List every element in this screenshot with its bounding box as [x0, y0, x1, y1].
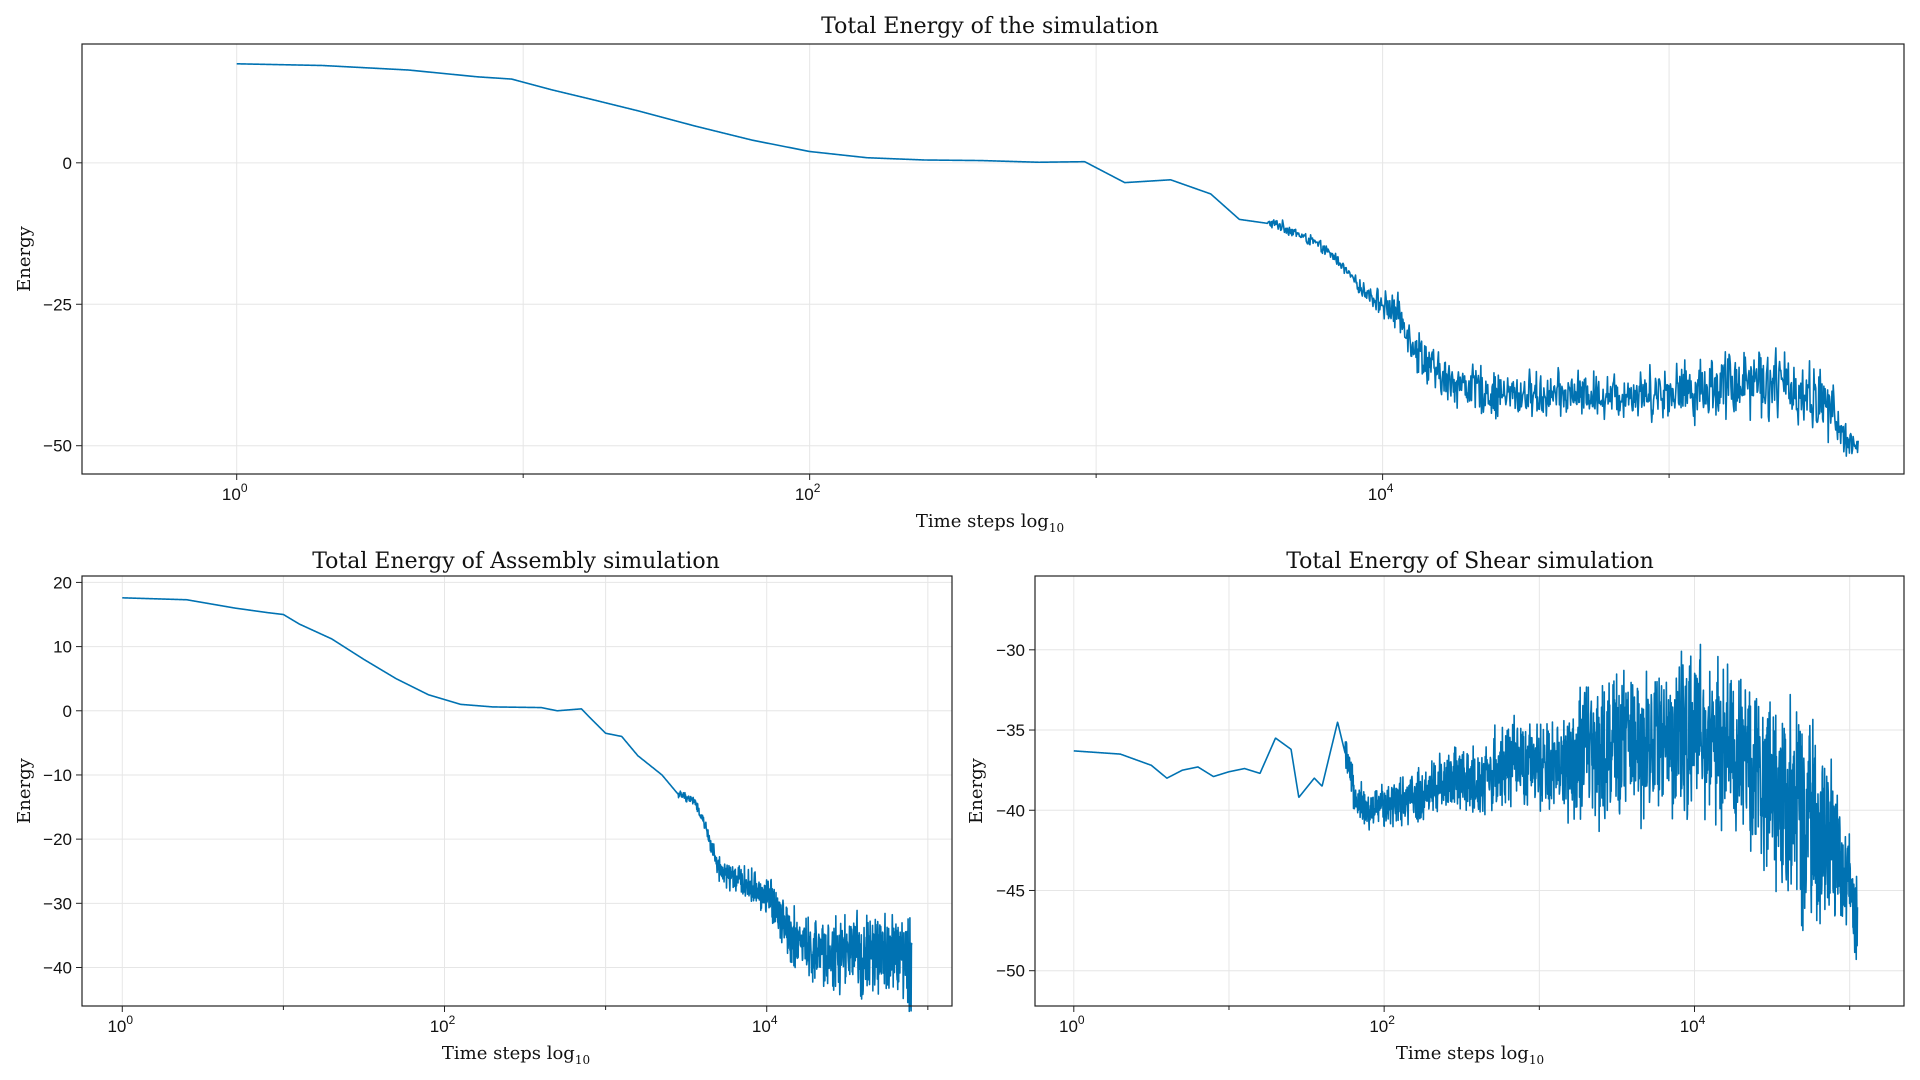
x-tick-label: 102 — [1369, 1013, 1395, 1036]
y-tick-label: −20 — [43, 830, 72, 849]
panel-top-ylabel: Energy — [14, 225, 35, 292]
x-tick-label: 104 — [1680, 1013, 1706, 1036]
x-tick-label: 100 — [1059, 1013, 1085, 1036]
y-tick-label: −25 — [43, 295, 72, 314]
x-tick-label: 100 — [107, 1013, 133, 1036]
panel-left-xticks: 100 102 104 — [107, 1006, 929, 1036]
panel-right-xlabel: Time steps log10 — [1396, 1043, 1544, 1067]
x-tick-label: 104 — [752, 1013, 778, 1036]
panel-right: Total Energy of Shear simulation 100 102 1… — [966, 549, 1905, 1067]
panel-left: Total Energy of Assembly simulation 100 1… — [14, 549, 953, 1067]
panel-top-title: Total Energy of the simulation — [821, 14, 1159, 39]
x-tick-label: 102 — [430, 1013, 456, 1036]
panel-right-ylabel: Energy — [966, 757, 987, 824]
y-tick-label: −10 — [43, 766, 72, 785]
y-tick-label: −35 — [996, 721, 1025, 740]
y-tick-label: 20 — [53, 573, 72, 592]
panel-right-grid — [1035, 576, 1904, 1006]
x-tick-label: 100 — [222, 481, 248, 504]
x-tick-label: 102 — [795, 481, 821, 504]
energy-series-line — [1073, 643, 1859, 961]
y-tick-label: −50 — [43, 437, 72, 456]
panel-top-xticks: 100 102 104 — [222, 474, 1670, 504]
panel-right-xticks: 100 102 104 — [1059, 1006, 1851, 1036]
panel-top-grid — [82, 44, 1904, 474]
y-tick-label: 0 — [63, 154, 72, 173]
panel-left-title: Total Energy of Assembly simulation — [312, 549, 720, 574]
energy-series-line — [121, 597, 913, 1013]
panel-right-yticks: −30 −35 −40 −45 −50 — [996, 641, 1035, 981]
panel-top-frame — [81, 43, 1905, 475]
panel-right-series — [1073, 643, 1859, 961]
panel-left-grid — [82, 576, 952, 1006]
panel-left-yticks: 20 10 0 −10 −20 −30 −40 — [43, 573, 82, 977]
panel-left-frame — [81, 575, 953, 1007]
x-tick-label: 104 — [1368, 481, 1394, 504]
y-tick-label: −40 — [43, 958, 72, 977]
panel-left-ylabel: Energy — [14, 757, 35, 824]
panel-right-title: Total Energy of Shear simulation — [1286, 549, 1654, 574]
panel-top-yticks: 0 −25 −50 — [43, 154, 82, 456]
y-tick-label: 0 — [63, 702, 72, 721]
y-tick-label: −30 — [996, 641, 1025, 660]
panel-top-series — [236, 63, 1859, 457]
panel-left-xlabel: Time steps log10 — [442, 1043, 590, 1067]
y-tick-label: −30 — [43, 894, 72, 913]
panel-left-series — [121, 597, 913, 1013]
y-tick-label: −50 — [996, 962, 1025, 981]
y-tick-label: −45 — [996, 881, 1025, 900]
y-tick-label: −40 — [996, 801, 1025, 820]
energy-series-line — [236, 63, 1859, 457]
y-tick-label: 10 — [53, 638, 72, 657]
panel-top-xlabel: Time steps log10 — [916, 511, 1064, 535]
panel-top: Total Energy of the simulation 100 102 104… — [14, 14, 1905, 535]
panel-right-frame — [1034, 575, 1905, 1007]
